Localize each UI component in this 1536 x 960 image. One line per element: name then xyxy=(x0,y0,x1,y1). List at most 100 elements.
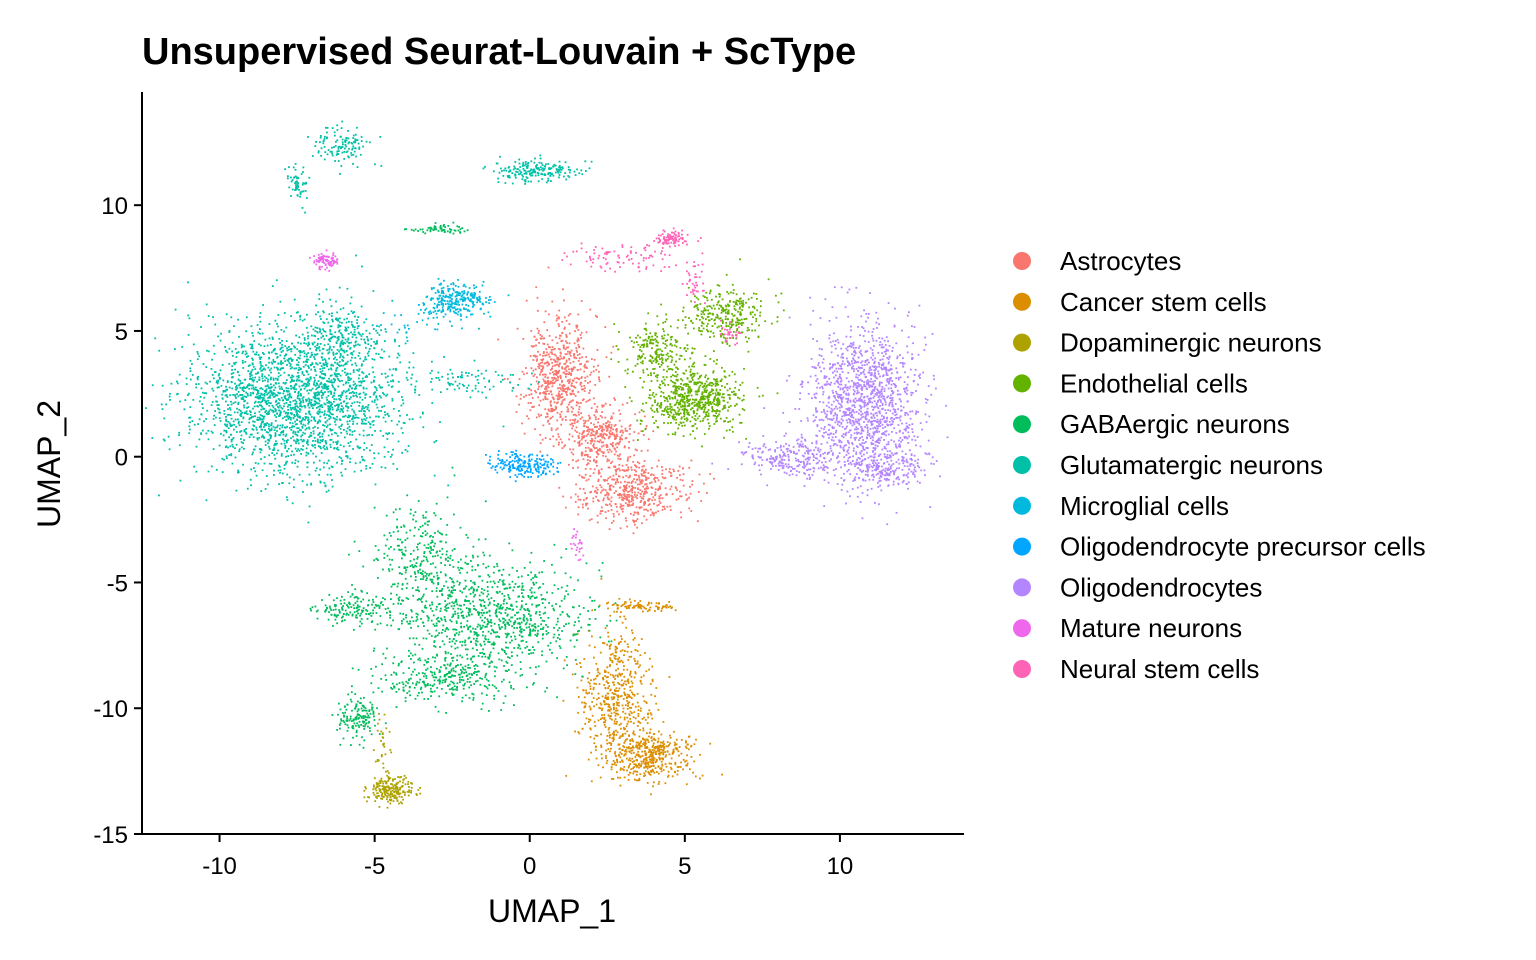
cell-point xyxy=(612,760,615,762)
cell-point xyxy=(607,420,609,423)
cell-point xyxy=(442,624,445,627)
cell-point xyxy=(502,568,505,571)
cell-point xyxy=(382,568,384,571)
cell-point xyxy=(398,776,401,779)
cell-point xyxy=(682,467,684,470)
cell-point xyxy=(702,322,705,325)
cell-point xyxy=(674,371,677,373)
cell-point xyxy=(655,344,658,347)
cell-point xyxy=(642,605,645,608)
cell-point xyxy=(665,604,668,606)
cell-point xyxy=(619,756,622,759)
cell-point xyxy=(654,695,656,698)
cell-point xyxy=(618,496,621,499)
cell-point xyxy=(686,395,689,397)
cell-point xyxy=(671,350,673,353)
cell-point xyxy=(565,319,568,322)
cell-point xyxy=(619,438,621,441)
cell-point xyxy=(643,465,645,468)
cell-point xyxy=(583,425,586,427)
cell-point xyxy=(604,697,607,699)
cell-point xyxy=(598,697,600,699)
cell-point xyxy=(633,694,636,697)
cell-point xyxy=(738,308,741,310)
cell-point xyxy=(739,297,742,300)
cell-point xyxy=(648,758,651,761)
cell-point xyxy=(657,402,659,405)
cell-point xyxy=(667,745,669,748)
cell-point xyxy=(724,304,727,307)
cell-point xyxy=(665,313,667,316)
cell-point xyxy=(489,621,492,623)
cell-point xyxy=(436,634,439,637)
cell-point xyxy=(640,607,643,610)
cell-point xyxy=(665,606,668,609)
cell-point xyxy=(635,506,638,509)
cell-point xyxy=(590,358,593,360)
cell-point xyxy=(535,416,538,419)
cell-point xyxy=(521,651,524,654)
cell-point xyxy=(599,426,602,429)
cell-point xyxy=(612,485,615,488)
cell-point xyxy=(732,430,734,433)
cell-point xyxy=(483,653,486,655)
cell-point xyxy=(628,765,631,767)
cell-point xyxy=(577,313,580,316)
cell-point xyxy=(661,607,663,610)
cell-point xyxy=(578,413,580,416)
cell-point xyxy=(670,474,673,477)
cell-point xyxy=(380,601,383,603)
cell-point xyxy=(624,480,626,483)
cell-point xyxy=(689,420,692,423)
cell-point xyxy=(644,471,647,474)
cell-point xyxy=(391,792,393,795)
cell-point xyxy=(434,660,436,663)
cell-point xyxy=(487,630,490,633)
cell-point xyxy=(637,474,640,477)
cell-point xyxy=(432,555,434,558)
cell-point xyxy=(663,330,665,333)
cell-point xyxy=(548,409,550,412)
cell-point xyxy=(645,508,648,511)
cell-point xyxy=(743,409,746,412)
cell-point xyxy=(642,729,645,732)
cell-point xyxy=(700,408,703,410)
cell-point xyxy=(680,495,683,498)
cell-point xyxy=(652,738,655,741)
cell-point xyxy=(630,655,633,658)
cell-point xyxy=(558,337,561,340)
cell-point xyxy=(663,505,666,508)
cell-point xyxy=(740,313,742,315)
cell-point xyxy=(627,747,629,750)
cell-point xyxy=(643,504,646,506)
cell-point xyxy=(601,426,604,429)
cell-point xyxy=(649,728,652,731)
cell-point xyxy=(642,353,645,355)
cell-point xyxy=(561,339,564,342)
cell-point xyxy=(654,401,656,404)
cell-point xyxy=(548,423,551,425)
cell-point xyxy=(612,734,615,737)
cell-point xyxy=(475,639,477,642)
cell-point xyxy=(572,459,574,462)
cell-point xyxy=(530,619,532,622)
cell-point xyxy=(473,595,475,598)
cell-point xyxy=(630,466,633,469)
cell-point xyxy=(564,348,567,351)
cell-point xyxy=(605,446,608,448)
cell-point xyxy=(661,476,664,479)
cell-point xyxy=(632,480,634,483)
cell-point xyxy=(675,738,678,741)
cell-point xyxy=(535,286,538,289)
cell-point xyxy=(449,564,451,566)
cell-point xyxy=(580,376,583,378)
cell-point xyxy=(411,782,413,785)
cell-point xyxy=(676,373,679,376)
cell-point xyxy=(621,768,624,770)
cell-point xyxy=(716,315,719,318)
cell-point xyxy=(531,397,534,399)
cell-point xyxy=(664,343,667,345)
cell-point xyxy=(562,667,565,670)
cell-point xyxy=(609,645,611,647)
cell-point xyxy=(572,425,574,427)
